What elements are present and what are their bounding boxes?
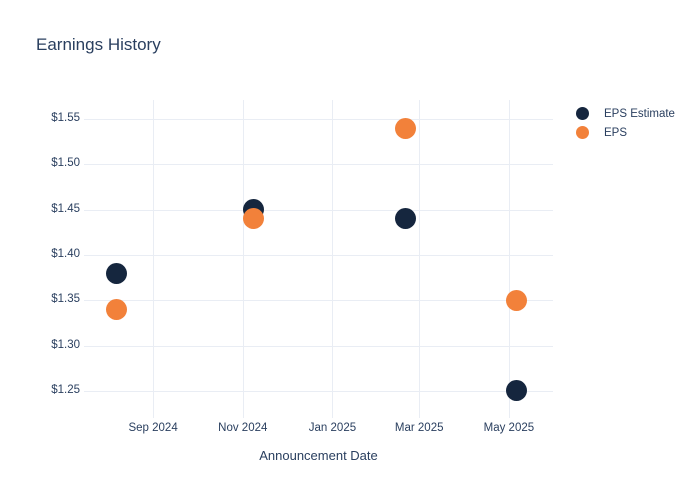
x-tick-label: Sep 2024: [128, 422, 178, 434]
x-tick-label: Mar 2025: [394, 422, 444, 434]
y-tick-label: $1.50: [51, 157, 80, 170]
legend-marker-icon: [576, 126, 589, 139]
horizontal-gridline: [84, 164, 553, 166]
eps-estimate-point[interactable]: [105, 262, 127, 284]
horizontal-gridline: [84, 300, 553, 302]
legend-label: EPS Estimate: [604, 107, 675, 120]
y-tick-label: $1.45: [51, 202, 80, 215]
eps-point[interactable]: [105, 298, 127, 320]
horizontal-gridline: [84, 345, 553, 347]
y-tick-label: $1.25: [51, 383, 80, 396]
x-axis-title: Announcement Date: [259, 448, 378, 463]
eps-point[interactable]: [505, 289, 527, 311]
chart-title: Earnings History: [36, 35, 161, 54]
horizontal-gridline: [84, 119, 553, 121]
legend-item-eps[interactable]: EPS: [576, 123, 675, 142]
horizontal-gridline: [84, 254, 553, 256]
horizontal-gridline: [84, 390, 553, 392]
y-tick-label: $1.55: [51, 112, 80, 125]
legend-item-eps-estimate[interactable]: EPS Estimate: [576, 104, 675, 123]
legend-label: EPS: [604, 126, 628, 139]
vertical-gridline: [332, 100, 334, 418]
x-tick-label: Nov 2024: [218, 422, 268, 434]
y-tick-label: $1.30: [51, 338, 80, 351]
vertical-gridline: [508, 100, 510, 418]
eps-estimate-point[interactable]: [395, 208, 417, 230]
vertical-gridline: [242, 100, 244, 418]
horizontal-gridline: [84, 209, 553, 211]
eps-point[interactable]: [395, 117, 417, 139]
eps-point[interactable]: [242, 208, 264, 230]
vertical-gridline: [419, 100, 421, 418]
legend-marker-icon: [576, 107, 589, 120]
x-tick-label: Jan 2025: [308, 422, 357, 434]
x-tick-label: May 2025: [483, 422, 535, 434]
legend: EPS Estimate EPS: [576, 104, 675, 142]
plot-area: [84, 100, 553, 418]
vertical-gridline: [153, 100, 155, 418]
y-tick-label: $1.40: [51, 247, 80, 260]
y-tick-label: $1.35: [51, 293, 80, 306]
eps-estimate-point[interactable]: [505, 380, 527, 402]
